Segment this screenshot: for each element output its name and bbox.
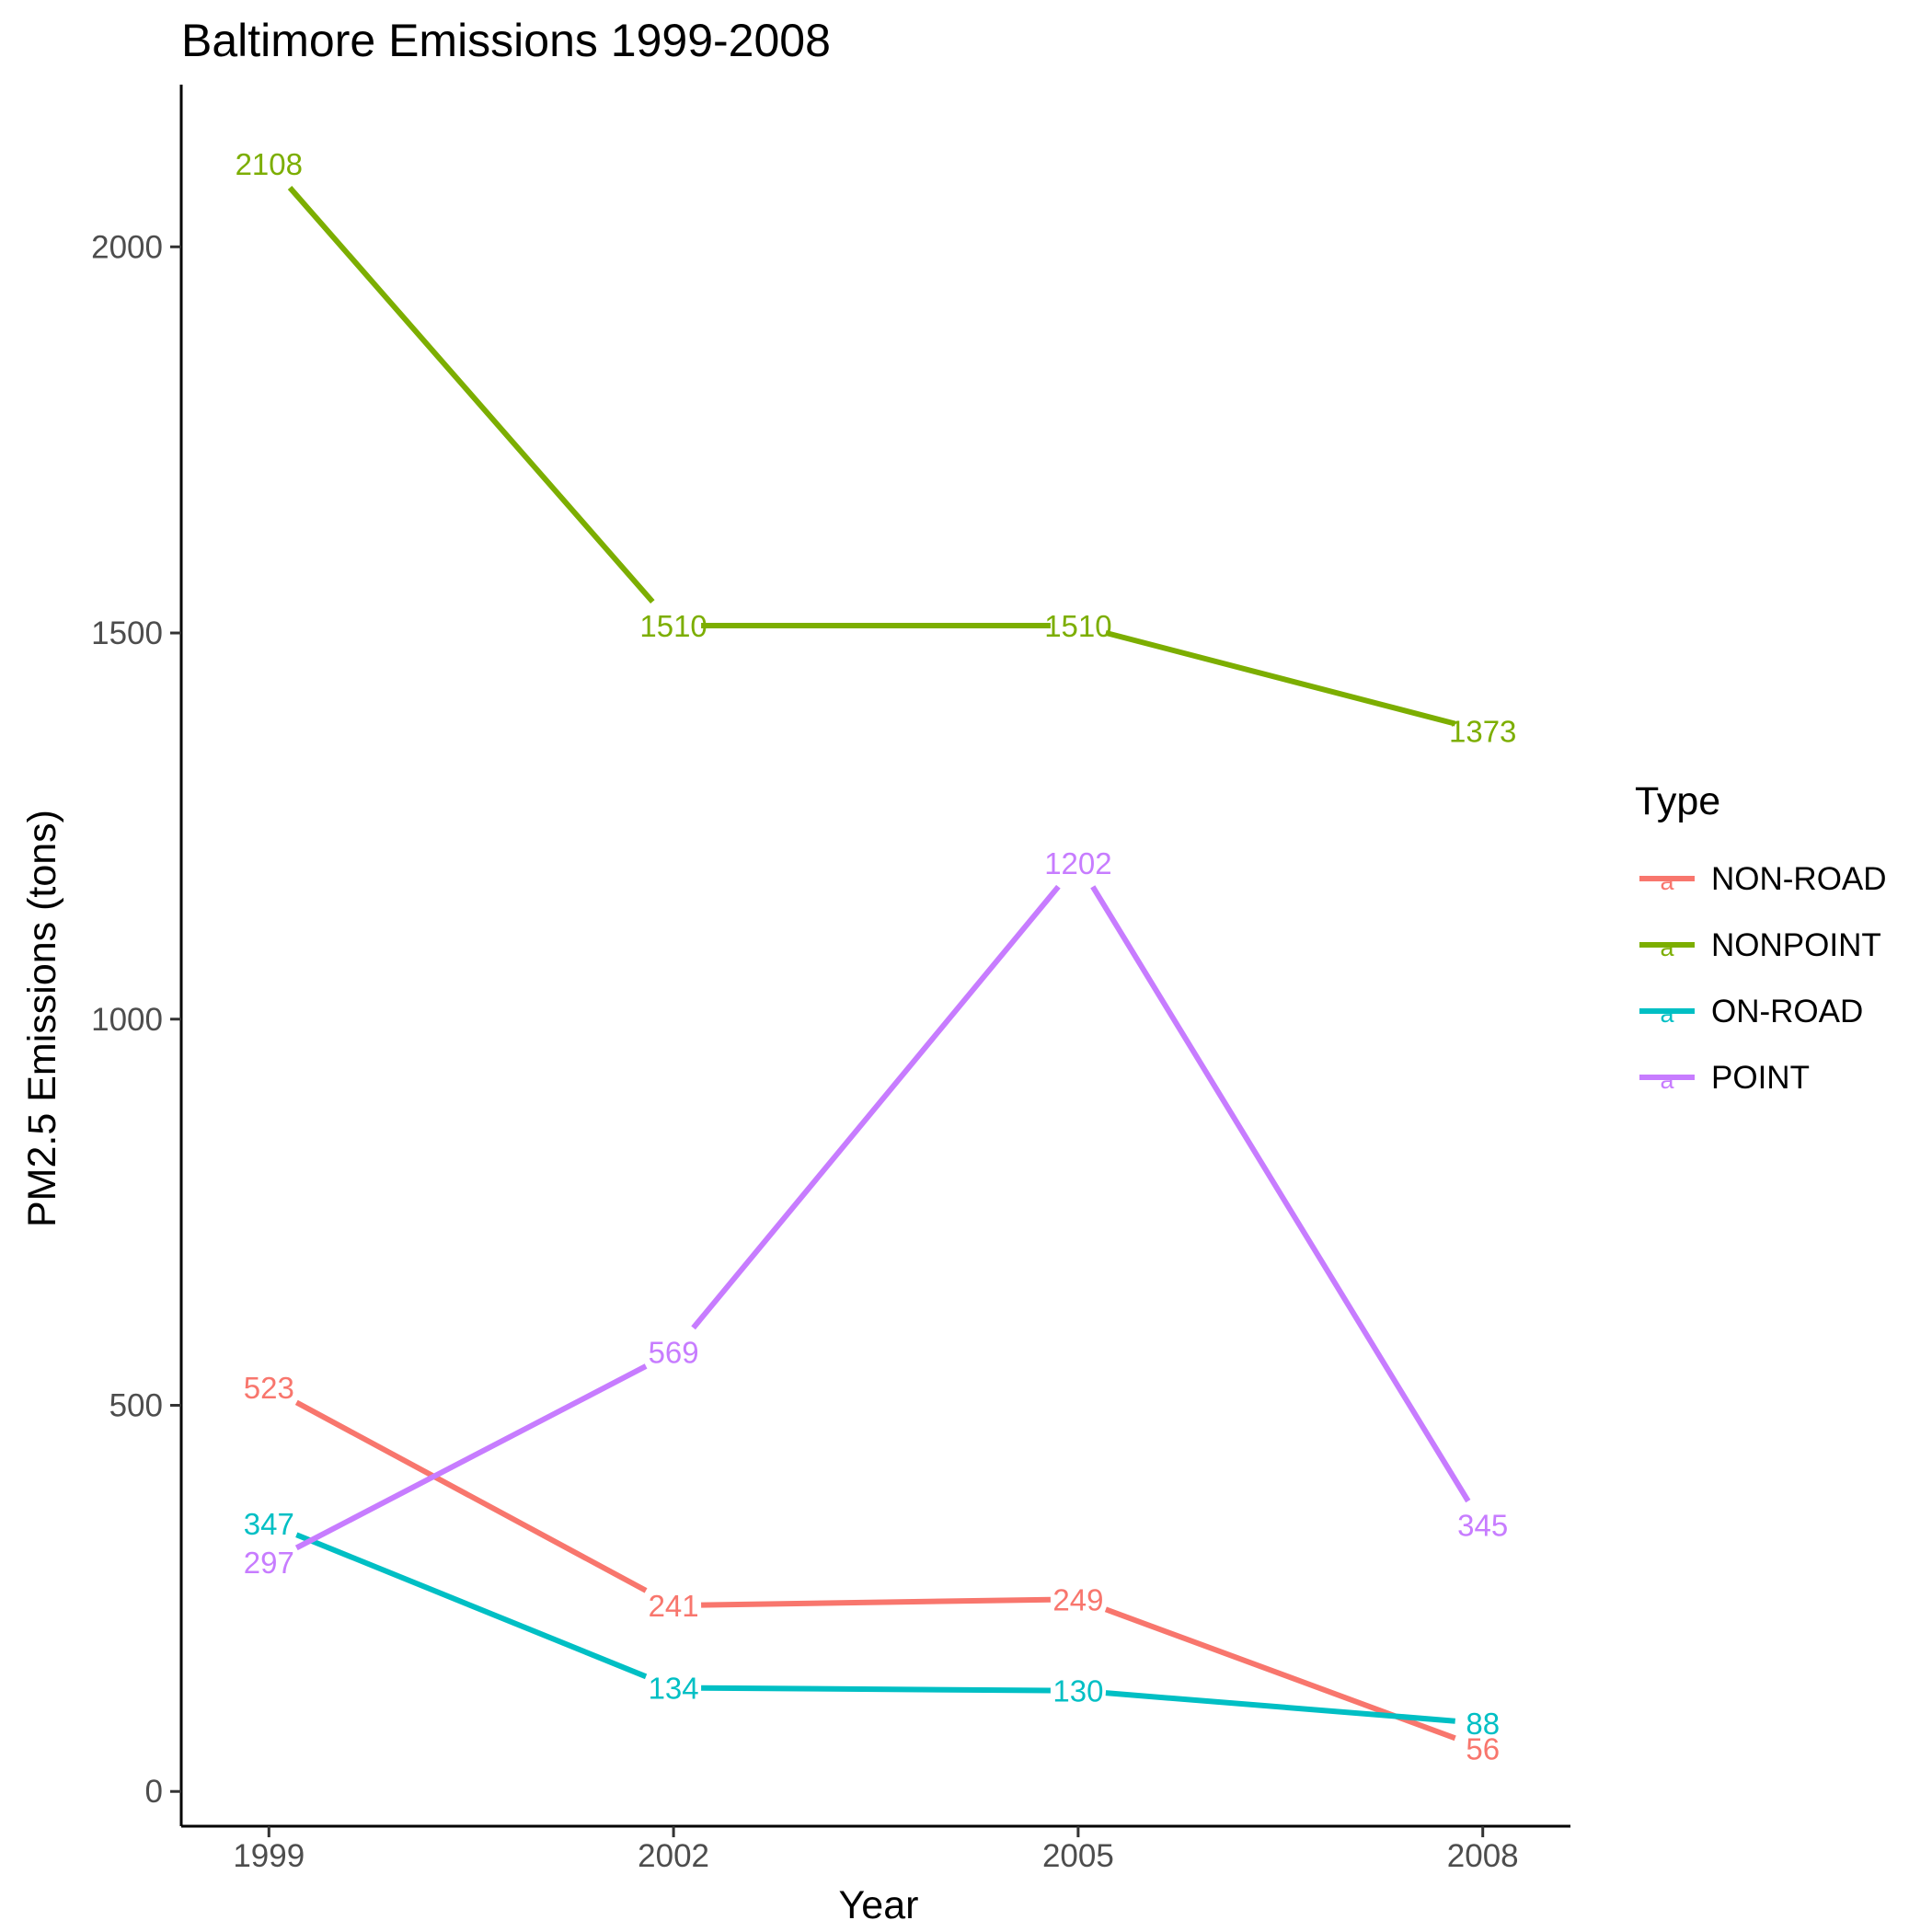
x-tick-label: 2008 [1447, 1838, 1519, 1874]
data-label: 1373 [1449, 714, 1516, 748]
data-label: 56 [1466, 1731, 1500, 1765]
data-label: 2108 [236, 147, 303, 181]
data-label: 1510 [1044, 609, 1111, 643]
x-axis: 1999 2002 2005 2008 [181, 1824, 1570, 1874]
legend-label: NONPOINT [1711, 927, 1881, 963]
data-label: 345 [1457, 1509, 1508, 1543]
series-line-segment [691, 884, 1061, 1330]
y-tick-label: 1500 [91, 615, 163, 651]
series-line-segment [701, 1596, 1051, 1608]
data-label: 1510 [639, 609, 707, 643]
series-line-segment [295, 1532, 648, 1680]
legend-label: POINT [1711, 1060, 1810, 1096]
y-tick-label: 2000 [91, 229, 163, 265]
legend-label: ON-ROAD [1711, 994, 1863, 1029]
series-line-segment [1105, 629, 1456, 727]
plot-area: 523 241 249 56 2108 1510 1510 1373 347 134 130 88 29… [236, 147, 1517, 1765]
legend-label: NON-ROAD [1711, 861, 1887, 897]
data-label: 241 [649, 1589, 699, 1623]
y-tick-label: 1000 [91, 1002, 163, 1038]
data-label: 130 [1052, 1674, 1103, 1708]
y-tick-label: 0 [145, 1774, 163, 1810]
x-tick-label: 2002 [638, 1838, 709, 1874]
x-tick-label: 2005 [1042, 1838, 1114, 1874]
series-line-segment [294, 1363, 648, 1551]
legend-title: Type [1635, 779, 1720, 823]
chart-title: Baltimore Emissions 1999-2008 [181, 15, 831, 66]
legend-key-glyph: a [1660, 934, 1674, 961]
series-line-segment [1105, 1690, 1455, 1724]
data-label: 569 [649, 1335, 699, 1369]
x-axis-title: Year [839, 1883, 919, 1927]
series-line-segment [701, 1685, 1051, 1694]
y-axis: 0 500 1000 1500 2000 [91, 85, 183, 1826]
legend-key-glyph: a [1660, 868, 1674, 895]
data-label: 347 [244, 1507, 294, 1541]
legend-key-glyph: a [1660, 1000, 1674, 1028]
data-label: 1202 [1044, 846, 1111, 880]
y-axis-title: PM2.5 Emissions (tons) [20, 810, 64, 1227]
x-tick-label: 1999 [233, 1838, 305, 1874]
series-line-segment [294, 1399, 648, 1593]
series-line-segment [1090, 885, 1471, 1503]
legend: Type a NON-ROAD a NONPOINT a ON-ROAD a POINT [1635, 779, 1887, 1096]
legend-key-glyph: a [1660, 1066, 1674, 1094]
y-tick-label: 500 [109, 1387, 163, 1423]
data-label: 297 [244, 1546, 294, 1580]
series-line-segment [287, 185, 655, 604]
data-label: 249 [1052, 1582, 1103, 1616]
data-label: 88 [1466, 1707, 1500, 1741]
data-label: 523 [244, 1371, 294, 1405]
data-label: 134 [649, 1671, 699, 1705]
